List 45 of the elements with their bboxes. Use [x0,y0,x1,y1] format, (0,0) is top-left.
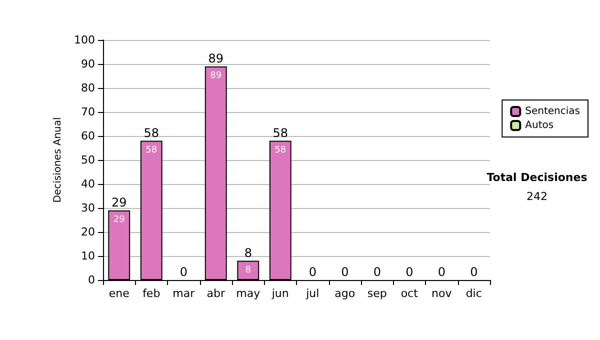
text: 242 [526,190,548,203]
x-tick-label: oct [400,287,419,300]
data-label: 29 [113,214,126,225]
x-tick-label: mar [172,287,196,300]
y-tick-label: 50 [81,154,95,166]
x-tick-label: dic [466,287,482,300]
y-tick-label: 80 [81,82,95,94]
y-tick-label: 20 [81,226,95,238]
x-tick-label: feb [142,287,160,300]
total-label: 0 [180,265,188,279]
data-label: 58 [274,145,286,156]
x-tick-label: abr [206,287,226,300]
data-label: 58 [146,145,158,156]
y-tick-label: 60 [81,130,95,142]
y-tick-label: 90 [81,58,95,70]
y-tick-label: 100 [74,34,95,46]
legend-label: Sentencias [525,106,580,117]
total-label: 89 [208,51,224,66]
annotation: Total Decisiones [486,171,588,184]
total-label: 0 [308,265,316,279]
total-label: 58 [144,126,160,140]
x-tick-label: may [236,287,261,300]
x-tick-label: ene [108,287,130,300]
x-tick-label: sep [367,287,387,300]
y-tick-label: 70 [81,106,95,118]
total-label: 8 [244,246,252,260]
total-label: 0 [470,265,478,279]
y-axis-title: Decisiones Anual [52,117,64,203]
data-label: 8 [245,265,252,276]
total-label: 0 [341,265,349,279]
total-label: 58 [272,126,288,140]
y-tick-label: 40 [81,178,95,190]
x-tick-label: jul [305,287,320,300]
total-label: 29 [111,195,127,210]
total-label: 0 [406,265,414,279]
y-tick-label: 30 [81,202,95,214]
y-tick-label: 0 [88,274,95,286]
x-tick-label: jun [270,287,289,300]
data-label: 89 [210,70,222,81]
total-label: 0 [373,265,381,279]
total-label: 0 [438,265,446,279]
x-tick-label: ago [334,287,356,300]
legend-label: Autos [525,120,554,131]
y-tick-label: 10 [81,250,95,262]
x-tick-label: nov [432,287,452,300]
